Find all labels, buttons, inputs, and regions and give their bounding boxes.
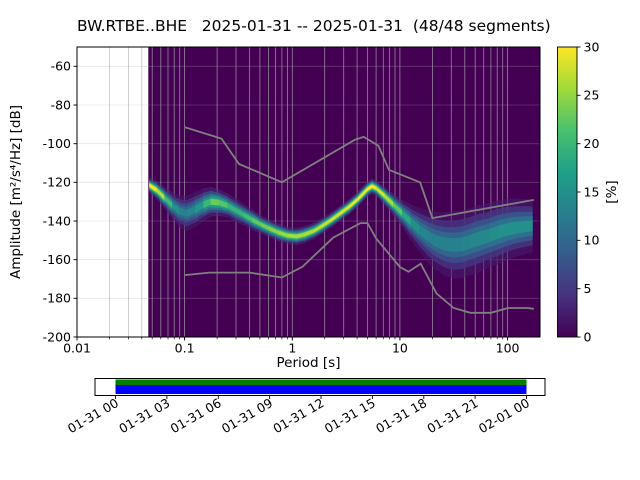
y-axis-label: Amplitude [m²/s⁴/Hz] [dB] [8, 104, 24, 280]
x-axis-label: Period [s] [276, 355, 341, 371]
timeline-tick-label: 01-31 03 [116, 395, 172, 436]
timeline-tick-label: 01-31 18 [373, 395, 429, 436]
y-tick-label: -60 [51, 59, 71, 74]
colorbar-tick-label: 15 [584, 184, 600, 199]
y-tick-label: -200 [43, 329, 71, 344]
timeline-tick-label: 01-31 15 [322, 395, 378, 436]
plot-title: BW.RTBE..BHE 2025-01-31 -- 2025-01-31 (4… [77, 17, 551, 35]
x-tick-label: 100 [496, 341, 520, 356]
y-axis-ticks: -60 -80 -100 -120 -140 -160 -180 -200 [43, 59, 77, 344]
x-tick-label: 1 [288, 341, 296, 356]
y-tick-label: -80 [51, 97, 71, 112]
x-tick-label: 0.01 [63, 341, 91, 356]
x-axis-ticks: 0.01 0.1 1 10 100 [63, 337, 520, 356]
coverage-stripe-bottom [115, 385, 527, 394]
y-tick-label: -140 [43, 213, 71, 228]
nlnm-curve [184, 222, 534, 314]
y-tick-label: -160 [43, 252, 71, 267]
y-tick-label: -100 [43, 136, 71, 151]
y-tick-label: -120 [43, 175, 71, 190]
x-tick-label: 0.1 [175, 341, 195, 356]
colorbar-tick-label: 25 [584, 88, 600, 103]
timeline-tick-label: 01-31 09 [219, 395, 275, 436]
x-tick-label: 10 [392, 341, 408, 356]
colorbar: 0 5 10 15 20 25 30 [557, 39, 600, 344]
psd-histogram-band [149, 177, 533, 279]
plot-frame [76, 46, 541, 338]
coverage-stripe-top [115, 379, 527, 385]
colorbar-tick-label: 0 [584, 329, 592, 344]
timeline-tick-label: 01-31 21 [424, 395, 480, 436]
timeline-tick-label: 01-31 06 [168, 395, 224, 436]
colorbar-tick-label: 20 [584, 136, 600, 151]
timeline-bar [94, 378, 546, 396]
timeline-tick-label: 01-31 12 [270, 395, 326, 436]
timeline-tick-label: 02-01 00 [476, 395, 532, 436]
colorbar-tick-label: 10 [584, 233, 600, 248]
colorbar-tick-label: 30 [584, 39, 600, 54]
nhnm-curve [184, 126, 534, 220]
timeline-tick-label: 01-31 00 [65, 395, 121, 436]
y-tick-label: -180 [43, 291, 71, 306]
colorbar-tick-label: 5 [584, 281, 592, 296]
colorbar-label: [%] [604, 180, 620, 204]
